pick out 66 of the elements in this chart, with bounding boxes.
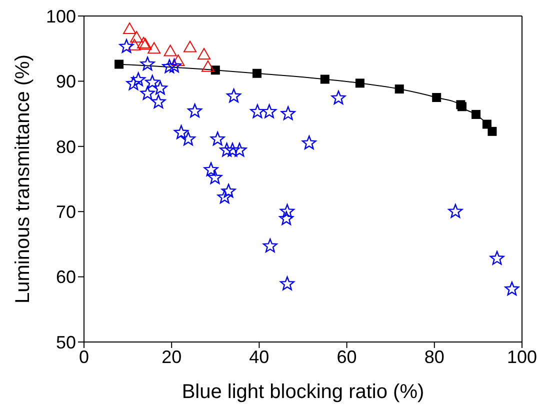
y-tick-label: 100 <box>46 6 76 26</box>
point <box>226 88 242 102</box>
point <box>148 42 161 54</box>
point <box>172 54 185 66</box>
point <box>131 72 146 86</box>
y-tick-label: 50 <box>56 332 76 352</box>
x-tick-label: 60 <box>336 346 357 367</box>
point <box>279 211 294 226</box>
point <box>188 104 202 118</box>
point <box>262 104 277 118</box>
point <box>232 142 247 157</box>
y-tick-label: 80 <box>56 136 76 157</box>
x-tick-label: 100 <box>506 346 538 367</box>
point <box>280 106 296 120</box>
point <box>208 170 222 184</box>
point <box>355 78 364 88</box>
point <box>432 93 442 102</box>
point <box>394 84 404 94</box>
point <box>262 238 278 252</box>
point <box>220 142 234 157</box>
point <box>472 110 481 119</box>
point <box>152 80 168 95</box>
point <box>221 184 236 198</box>
y-tick-label: 60 <box>56 267 76 288</box>
point <box>123 22 136 34</box>
x-tick-label: 40 <box>249 346 270 367</box>
x-tick-label: 80 <box>424 346 444 367</box>
point <box>280 204 294 218</box>
point <box>302 136 316 150</box>
point <box>490 250 504 265</box>
point <box>162 59 177 74</box>
point <box>204 162 218 176</box>
point <box>140 86 155 100</box>
point <box>252 68 262 78</box>
point <box>331 90 346 104</box>
y-tick-label: 90 <box>56 72 76 92</box>
point <box>164 44 177 56</box>
x-tick-label: 0 <box>78 346 90 367</box>
point <box>180 132 196 146</box>
point <box>320 74 330 84</box>
point <box>140 56 155 71</box>
point <box>130 31 144 43</box>
point <box>114 60 124 69</box>
point <box>201 60 214 72</box>
point <box>448 204 463 218</box>
point <box>225 142 240 157</box>
point <box>482 120 492 129</box>
point <box>217 190 232 204</box>
point <box>126 76 141 90</box>
point <box>145 74 160 89</box>
point <box>504 282 520 296</box>
point <box>183 40 196 52</box>
x-axis-title: Blue light blocking ratio (%) <box>182 381 424 403</box>
point <box>250 104 265 118</box>
point <box>198 48 211 60</box>
point <box>119 39 134 53</box>
point <box>166 58 182 72</box>
point <box>151 94 166 108</box>
point <box>280 276 294 290</box>
y-tick-label: 70 <box>56 202 76 222</box>
y-axis-title: Luminous transmittance (%) <box>12 54 34 304</box>
point <box>128 38 141 50</box>
point <box>174 125 188 139</box>
point <box>488 126 497 136</box>
x-tick-label: 20 <box>162 346 182 367</box>
point <box>210 132 225 146</box>
